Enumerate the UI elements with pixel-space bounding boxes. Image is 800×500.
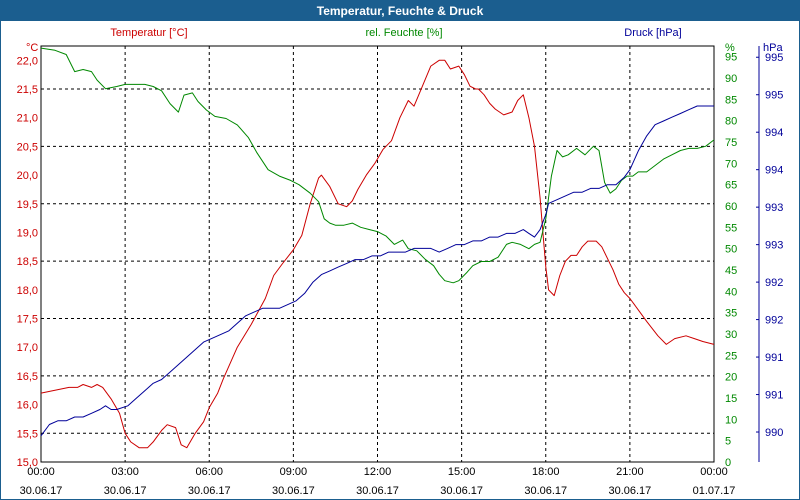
x-tick-date: 30.06.17: [188, 485, 231, 497]
humidity-tick-label: 95: [725, 52, 737, 64]
x-tick-time: 03:00: [111, 466, 139, 478]
x-tick-time: 06:00: [195, 466, 223, 478]
temperature-tick-label: 17,5: [17, 314, 38, 326]
pressure-tick-label: 993: [765, 240, 783, 252]
temperature-tick-label: 18,5: [17, 256, 38, 268]
temperature-tick-label: 19,5: [17, 199, 38, 211]
humidity-tick-label: 65: [725, 180, 737, 192]
x-tick-date: 30.06.17: [608, 485, 651, 497]
temperature-tick-label: 21,0: [17, 113, 38, 125]
x-tick-date: 30.06.17: [20, 485, 63, 497]
temperature-tick-label: 16,5: [17, 371, 38, 383]
humidity-tick-label: 40: [725, 286, 737, 298]
humidity-tick-label: 25: [725, 350, 737, 362]
x-tick-date: 30.06.17: [440, 485, 483, 497]
pressure-tick-label: 992: [765, 277, 783, 289]
x-tick-date: 30.06.17: [524, 485, 567, 497]
temperature-tick-label: 17,0: [17, 342, 38, 354]
grid: [40, 45, 760, 463]
pressure-tick-label: 995: [765, 52, 783, 64]
humidity-tick-label: 85: [725, 94, 737, 106]
temperature-tick-label: 21,5: [17, 84, 38, 96]
pressure-tick-label: 991: [765, 390, 783, 402]
temperature-unit-label: °C: [26, 42, 38, 54]
pressure-tick-label: 994: [765, 127, 783, 139]
temperature-axis-label: Temperatur [°C]: [110, 27, 187, 39]
humidity-tick-label: 0: [725, 457, 731, 469]
pressure-tick-label: 993: [765, 202, 783, 214]
pressure-axis-label: Druck [hPa]: [624, 27, 681, 39]
temperature-tick-label: 18,0: [17, 285, 38, 297]
x-tick-time: 09:00: [280, 466, 308, 478]
pressure-tick-label: 991: [765, 352, 783, 364]
humidity-tick-label: 30: [725, 329, 737, 341]
humidity-tick-label: 45: [725, 265, 737, 277]
temperature-tick-label: 15,5: [17, 428, 38, 440]
humidity-tick-label: 10: [725, 414, 737, 426]
pressure-unit-label: hPa: [763, 42, 783, 54]
humidity-tick-label: 5: [725, 436, 731, 448]
humidity-line: [40, 47, 715, 284]
pressure-tick-label: 992: [765, 315, 783, 327]
pressure-line: [40, 105, 714, 437]
humidity-tick-label: 55: [725, 222, 737, 234]
x-tick-time: 00:00: [27, 466, 55, 478]
pressure-tick-label: 990: [765, 427, 783, 439]
temperature-tick-label: 20,5: [17, 141, 38, 153]
humidity-tick-label: 20: [725, 372, 737, 384]
temperature-tick-label: 16,0: [17, 400, 38, 412]
humidity-tick-label: 80: [725, 116, 737, 128]
pressure-tick-label: 994: [765, 165, 783, 177]
humidity-unit-label: %: [725, 42, 735, 54]
x-tick-time: 12:00: [364, 466, 392, 478]
humidity-tick-label: 50: [725, 244, 737, 256]
x-tick-date: 30.06.17: [272, 485, 315, 497]
humidity-axis-label: rel. Feuchte [%]: [365, 27, 442, 39]
pressure-tick-label: 995: [765, 90, 783, 102]
x-tick-time: 15:00: [448, 466, 476, 478]
humidity-tick-label: 35: [725, 308, 737, 320]
temperature-line: [40, 59, 715, 449]
chart-canvas: Temperatur [°C] rel. Feuchte [%] Druck […: [17, 27, 784, 497]
temperature-tick-label: 19,0: [17, 227, 38, 239]
humidity-tick-label: 75: [725, 137, 737, 149]
x-tick-date: 30.06.17: [356, 485, 399, 497]
x-tick-date: 30.06.17: [104, 485, 147, 497]
x-tick-date: 01.07.17: [693, 485, 736, 497]
humidity-tick-label: 15: [725, 393, 737, 405]
temperature-tick-label: 22,0: [17, 55, 38, 67]
window-title: Temperatur, Feuchte & Druck: [1, 1, 799, 21]
humidity-tick-label: 90: [725, 73, 737, 85]
humidity-tick-label: 60: [725, 201, 737, 213]
tick-labels: 00:00 30.06.17 03:00 30.06.17 06:00 30.06.17 0…: [17, 52, 784, 497]
humidity-tick-label: 70: [725, 158, 737, 170]
temperature-tick-label: 20,0: [17, 170, 38, 182]
x-tick-time: 18:00: [532, 466, 560, 478]
x-tick-time: 00:00: [700, 466, 728, 478]
temperature-tick-label: 15,0: [17, 457, 38, 469]
series-group: [40, 47, 715, 449]
x-tick-time: 21:00: [616, 466, 644, 478]
